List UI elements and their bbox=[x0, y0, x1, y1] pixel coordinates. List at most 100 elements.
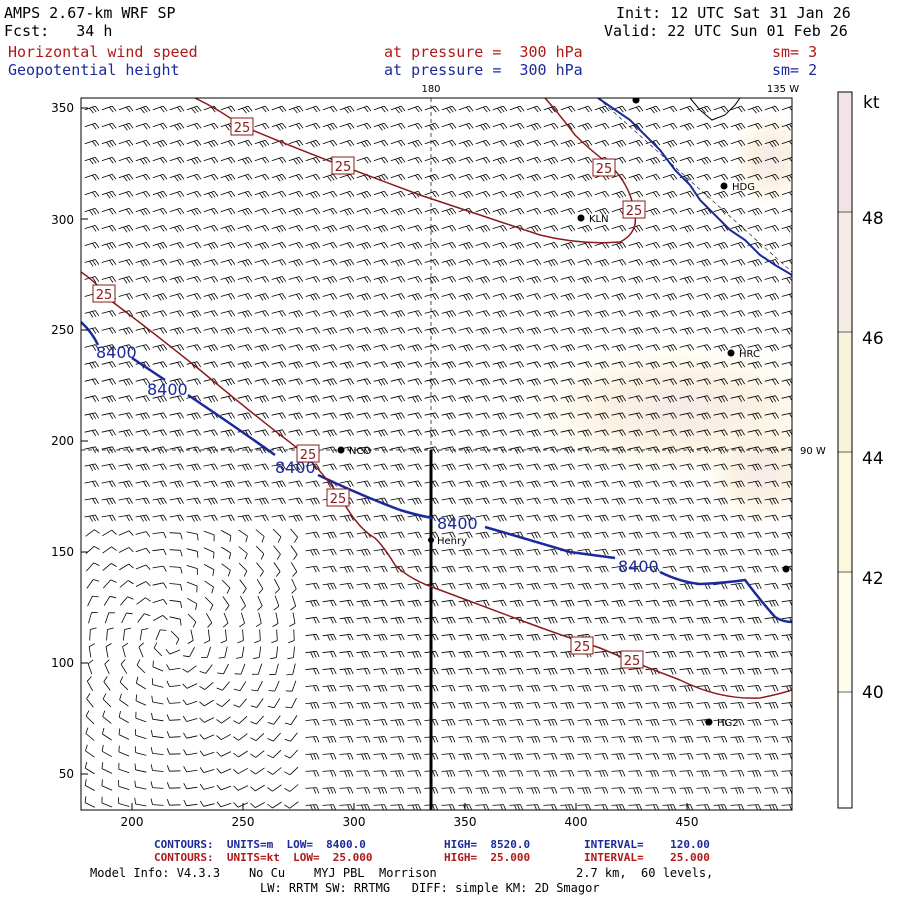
wind-barb bbox=[373, 719, 388, 726]
wind-barb bbox=[730, 378, 746, 386]
wind-barb bbox=[441, 122, 457, 130]
wind-barb bbox=[662, 736, 677, 743]
wind-barb bbox=[101, 190, 117, 199]
wind-barb bbox=[373, 139, 389, 147]
wind-barb bbox=[120, 596, 134, 606]
station-marker-henry[interactable] bbox=[428, 537, 434, 543]
wind-barb bbox=[373, 599, 388, 607]
wind-barb bbox=[220, 207, 236, 215]
station-marker-nco[interactable] bbox=[337, 446, 345, 454]
wind-barb bbox=[662, 582, 677, 590]
wind-barb bbox=[679, 514, 694, 522]
wind-barb bbox=[594, 429, 609, 437]
wind-barb bbox=[526, 599, 541, 607]
wind-barb bbox=[305, 156, 321, 164]
wind-barb bbox=[509, 344, 525, 352]
wind-barb bbox=[356, 293, 372, 301]
wind-barb bbox=[339, 139, 355, 147]
wind-barb bbox=[628, 616, 643, 624]
wind-barb bbox=[458, 736, 473, 743]
wind-barb bbox=[424, 310, 440, 317]
wind-barb bbox=[390, 599, 405, 607]
wind-barb bbox=[526, 327, 542, 335]
wind-barb bbox=[407, 122, 423, 130]
wind-barb bbox=[594, 633, 609, 641]
wind-barb bbox=[166, 680, 181, 687]
station-marker-hrc[interactable] bbox=[727, 349, 735, 357]
wind-barb bbox=[290, 545, 298, 560]
wind-barb bbox=[356, 753, 371, 760]
wind-barb bbox=[475, 719, 490, 726]
wind-barb bbox=[182, 683, 198, 689]
wind-barb bbox=[407, 582, 422, 590]
wind-barb bbox=[611, 787, 626, 794]
wind-barb bbox=[679, 207, 695, 215]
wind-barb bbox=[458, 514, 473, 522]
wind-barb bbox=[150, 730, 164, 739]
wind-barb bbox=[696, 633, 711, 641]
wind-barb bbox=[526, 412, 541, 420]
wind-barb bbox=[560, 276, 576, 283]
wind-barb bbox=[747, 616, 762, 624]
wind-barb bbox=[441, 736, 456, 743]
wind-barb bbox=[781, 190, 792, 197]
wind-barb bbox=[679, 650, 694, 658]
wind-barb bbox=[152, 225, 168, 232]
wind-barb bbox=[305, 514, 320, 522]
wind-barb bbox=[84, 480, 99, 488]
wind-barb bbox=[218, 646, 228, 659]
meridian-135w bbox=[597, 98, 792, 273]
wind-barb bbox=[254, 122, 270, 130]
wind-barb bbox=[543, 327, 559, 334]
wind-barb bbox=[288, 497, 303, 505]
wind-barb bbox=[560, 599, 575, 607]
wind-barb bbox=[250, 733, 265, 742]
wind-barb bbox=[254, 497, 269, 505]
wind-barb bbox=[85, 529, 100, 537]
wind-barb bbox=[186, 463, 201, 471]
wind-barb bbox=[441, 548, 456, 556]
wind-barb bbox=[254, 190, 270, 199]
wind-barb bbox=[543, 361, 559, 369]
wind-barb bbox=[305, 599, 320, 607]
wind-barb bbox=[356, 616, 371, 624]
wind-barb bbox=[101, 122, 117, 130]
wind-barb bbox=[183, 732, 198, 739]
wind-barb bbox=[250, 715, 264, 725]
wind-barb bbox=[407, 276, 423, 283]
wind-barb bbox=[88, 643, 95, 658]
wind-barb bbox=[747, 173, 763, 181]
wind-barb bbox=[560, 378, 576, 386]
wind-contour-high: HIGH= 25.000 bbox=[444, 851, 531, 864]
wind-barb bbox=[543, 429, 558, 437]
wind-barb bbox=[679, 259, 695, 266]
wind-barb bbox=[220, 514, 235, 522]
station-marker-hg2[interactable] bbox=[705, 718, 713, 726]
wind-barb bbox=[696, 753, 711, 760]
wind-barb bbox=[577, 276, 593, 284]
station-marker-top[interactable] bbox=[632, 97, 640, 104]
station-marker-east[interactable] bbox=[782, 565, 790, 573]
wind-barb bbox=[764, 276, 780, 283]
station-marker-kln[interactable] bbox=[577, 214, 585, 222]
colorbar-label-46: 46 bbox=[862, 329, 884, 349]
wind-barb bbox=[628, 702, 643, 709]
wind-barb bbox=[267, 715, 281, 725]
wind-barb bbox=[458, 361, 474, 368]
wind-barb bbox=[424, 276, 440, 284]
colorbar-frame bbox=[837, 91, 853, 809]
wind-barb bbox=[322, 276, 338, 284]
wind-barb bbox=[526, 259, 542, 266]
wind-barb bbox=[594, 685, 609, 692]
station-marker-hdg[interactable] bbox=[720, 182, 728, 190]
y-tick-250: 250 bbox=[51, 323, 74, 337]
wind-barb bbox=[237, 225, 253, 232]
wind-barb bbox=[458, 259, 474, 266]
wind-barb bbox=[764, 344, 780, 352]
wind-barb bbox=[781, 242, 792, 248]
wind-barb bbox=[84, 796, 96, 808]
wind-barb bbox=[560, 412, 575, 420]
wind-barb bbox=[594, 753, 609, 760]
wind-barb bbox=[645, 582, 660, 590]
wind-barb bbox=[747, 565, 762, 573]
